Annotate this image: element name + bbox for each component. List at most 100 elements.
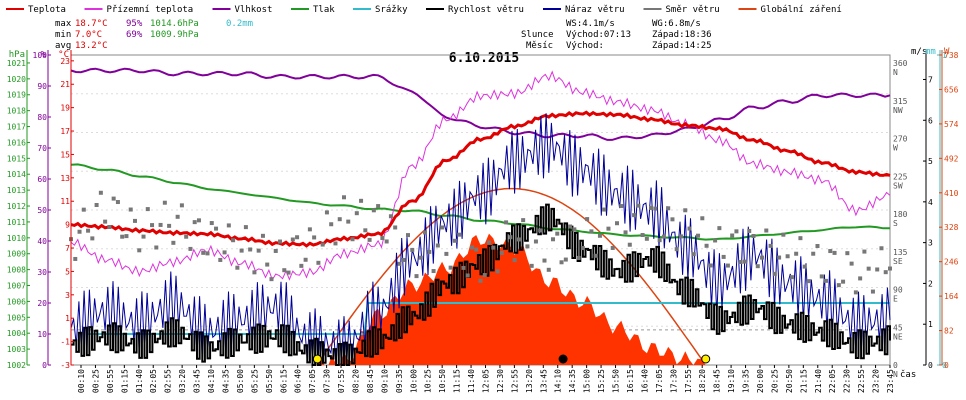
stats-max-rain: 0.2mm [226,19,253,29]
x-tick-label: 02:05 [149,369,158,393]
dir-point [538,228,543,233]
x-tick-label: 01:15 [120,369,129,393]
tick-label: 246 [944,258,959,267]
dir-point [764,228,769,233]
tick-label: 1010 [7,234,26,243]
tick-label: 1 [942,51,947,60]
tick-label: 492 [944,154,959,163]
dir-point [725,263,730,268]
dir-point [269,277,274,282]
tick-label: 10 [37,330,47,339]
legend-label: Srážky [375,5,408,15]
x-tick-label: 19:10 [727,369,736,393]
dir-point [162,200,167,205]
dir-point [423,230,428,235]
dir-point [832,250,837,255]
dir-point [175,214,180,219]
dir-point [132,218,137,223]
tick-label: 1018 [7,107,26,116]
legend-label: Globální záření [761,5,842,15]
dir-point [619,204,624,209]
dir-point [171,240,176,245]
x-tick-label: 14:10 [554,369,563,393]
x-tick-label: 07:30 [323,369,332,393]
x-tick-label: 00:55 [106,369,115,393]
moon-label: Měsíc [526,41,553,51]
dir-point [376,204,381,209]
dir-point [282,268,287,273]
dir-point [713,238,718,243]
dir-point [563,257,568,262]
x-tick-label: 03:20 [178,369,187,393]
dir-point [478,278,483,283]
dir-label: 180 [893,210,908,219]
legend: Teplota Přízemní teplota Vlhkost Tlak Srážky… [6,5,842,15]
dir-point [640,233,645,238]
dir-point [572,227,577,232]
x-tick-label: 13:45 [539,369,548,393]
dir-point [342,195,346,200]
dir-point [120,234,125,239]
dir-point [875,267,880,272]
tick-label: 1020 [7,75,26,84]
dir-point [811,251,816,256]
dir-label: N [893,370,898,379]
dir-point [469,245,474,250]
tick-label: 1004 [7,329,26,338]
tick-label: 1005 [7,313,26,322]
dir-point [444,251,449,256]
tick-label: 1006 [7,297,26,306]
tick-label: 1016 [7,138,26,147]
dir-point [184,234,189,239]
tick-label: 1 [928,320,933,329]
x-tick-label: 07:55 [337,369,346,393]
dir-label: SE [893,257,903,266]
dir-label: 135 [893,248,908,257]
dir-point [815,244,820,249]
dir-label: 45 [893,323,903,332]
dir-label: NE [893,332,903,341]
dir-point [777,255,782,260]
tick-label: 2 [928,279,933,288]
tick-label: 574 [944,120,959,129]
dir-point [218,257,223,262]
dir-label: E [893,295,898,304]
tick-label: 0 [928,361,933,370]
sunrise-marker [312,354,322,364]
dir-label: NW [893,106,903,115]
dir-point [73,256,78,261]
series-humidity [70,67,891,141]
tick-label: 1 [65,314,70,323]
dir-point [661,234,666,239]
x-tick-label: 08:20 [351,369,360,393]
dir-point [461,265,466,270]
sun-moon-panel: WS:4.1m/s WG:6.8m/s Slunce Východ:07:13 … [521,19,712,51]
dir-label: W [893,144,898,153]
dir-point [260,233,265,238]
stats-min-label: min [55,30,71,40]
stats-min-temp: 7.0°C [75,30,102,40]
dir-point [205,251,210,256]
dir-point [785,254,790,259]
dir-point [755,264,760,269]
tick-label: 738 [944,51,959,60]
dir-point [516,237,521,242]
x-tick-label: 18:20 [698,369,707,393]
dir-point [853,290,858,295]
x-tick-label: 04:10 [207,369,216,393]
sunset-marker [701,354,711,364]
dir-point [286,270,291,275]
x-tick-label: 22:55 [857,369,866,393]
dir-point [525,244,530,249]
tick-label: 3 [65,291,70,300]
dir-point [883,270,888,275]
dir-point [649,205,654,210]
axis-label: % [41,50,47,60]
tick-label: 82 [944,327,954,336]
dir-label: S [893,219,898,228]
x-axis-label: čas [900,369,916,380]
plot-area [69,54,892,366]
x-tick-label: 12:05 [482,369,491,393]
dir-point [222,250,227,255]
